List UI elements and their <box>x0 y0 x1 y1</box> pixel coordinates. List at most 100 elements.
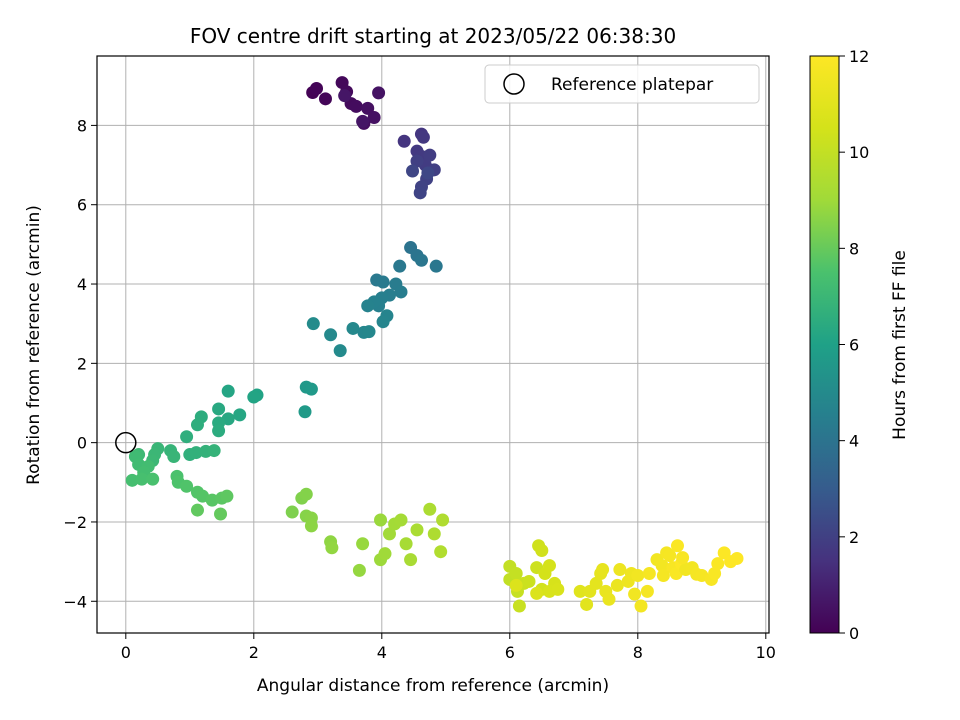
data-point <box>399 537 413 551</box>
data-point <box>397 134 411 148</box>
data-point <box>190 503 204 517</box>
y-tick-label: 8 <box>77 116 87 135</box>
data-point <box>421 166 435 180</box>
data-point <box>602 592 616 606</box>
legend: Reference platepar <box>484 64 760 104</box>
data-point <box>542 559 556 573</box>
data-point <box>190 418 204 432</box>
y-tick-label: 4 <box>77 275 87 294</box>
data-point <box>436 513 450 527</box>
data-point <box>372 86 386 100</box>
x-tick-label: 0 <box>121 643 131 662</box>
data-point <box>299 487 313 501</box>
x-tick-label: 10 <box>756 643 776 662</box>
data-point <box>406 164 420 178</box>
data-point <box>378 547 392 561</box>
data-point <box>573 584 587 598</box>
reference-point <box>115 431 137 454</box>
data-point <box>535 544 549 558</box>
data-point <box>530 586 544 600</box>
data-point <box>423 502 437 516</box>
colorbar-tick-label: 0 <box>849 624 859 643</box>
y-axis-ticks: −4 −2 0 2 4 6 8 <box>63 116 97 611</box>
y-tick-label: −4 <box>63 592 87 611</box>
data-point <box>416 130 430 144</box>
data-point <box>362 325 376 339</box>
data-point <box>146 472 160 486</box>
data-point <box>220 489 234 503</box>
data-point <box>361 101 375 115</box>
data-point <box>634 599 648 613</box>
colorbar-tick-label: 10 <box>849 143 869 162</box>
data-point <box>580 597 594 611</box>
data-point <box>631 568 645 582</box>
x-tick-label: 6 <box>505 643 515 662</box>
data-point <box>394 513 408 527</box>
data-point <box>135 472 149 486</box>
data-point <box>367 110 381 124</box>
data-points <box>125 76 744 613</box>
data-point <box>522 574 536 588</box>
colorbar-ticks: 0 2 4 6 8 10 12 <box>839 47 869 643</box>
data-point <box>640 584 654 598</box>
y-tick-label: 0 <box>77 434 87 453</box>
plot-frame <box>96 55 770 634</box>
chart-title: FOV centre drift starting at 2023/05/22 … <box>190 24 676 48</box>
grid-lines <box>97 56 769 633</box>
data-point <box>663 549 677 563</box>
data-point <box>393 259 407 273</box>
data-point <box>410 523 424 537</box>
x-tick-label: 4 <box>377 643 387 662</box>
y-axis-label: Rotation from reference (arcmin) <box>24 205 44 485</box>
colorbar-tick-label: 6 <box>849 336 859 355</box>
data-point <box>333 344 347 358</box>
data-point <box>429 259 443 273</box>
data-point <box>207 444 221 458</box>
data-point <box>214 507 228 521</box>
data-point <box>711 557 725 571</box>
data-point <box>338 89 352 103</box>
data-point <box>310 82 324 96</box>
data-point <box>404 553 418 567</box>
data-point <box>304 382 318 396</box>
data-point <box>596 563 610 577</box>
data-point <box>356 114 370 128</box>
data-point <box>670 539 684 553</box>
colorbar-tick-label: 12 <box>849 47 869 66</box>
data-point <box>376 315 390 329</box>
data-point <box>233 408 247 422</box>
data-point <box>212 402 226 416</box>
x-tick-label: 8 <box>633 643 643 662</box>
data-point <box>410 154 424 168</box>
data-point <box>509 567 523 581</box>
colorbar: 0 2 4 6 8 10 12 Hours from first FF file <box>809 47 910 643</box>
data-point <box>610 578 624 592</box>
data-point <box>708 567 722 581</box>
y-tick-label: −2 <box>63 513 87 532</box>
data-point <box>423 148 437 162</box>
legend-entry-reference: Reference platepar <box>551 75 713 95</box>
x-axis-ticks: 0 2 4 6 8 10 <box>121 633 776 662</box>
data-point <box>180 430 194 444</box>
data-point <box>414 253 428 267</box>
data-point <box>125 473 139 487</box>
colorbar-tick-label: 8 <box>849 239 859 258</box>
legend-box <box>484 64 760 104</box>
data-point <box>589 576 603 590</box>
data-point <box>512 599 526 613</box>
data-point <box>361 299 375 313</box>
x-axis-label: Angular distance from reference (arcmin) <box>257 676 609 696</box>
data-point <box>376 275 390 289</box>
x-tick-label: 2 <box>249 643 259 662</box>
data-point <box>325 541 339 555</box>
legend-marker <box>503 73 525 95</box>
data-point <box>656 568 670 582</box>
data-point <box>551 582 565 596</box>
data-point <box>189 446 203 460</box>
data-point <box>324 328 338 342</box>
data-point <box>247 390 261 404</box>
data-point <box>298 405 312 419</box>
data-point <box>374 513 388 527</box>
data-point <box>346 321 360 335</box>
